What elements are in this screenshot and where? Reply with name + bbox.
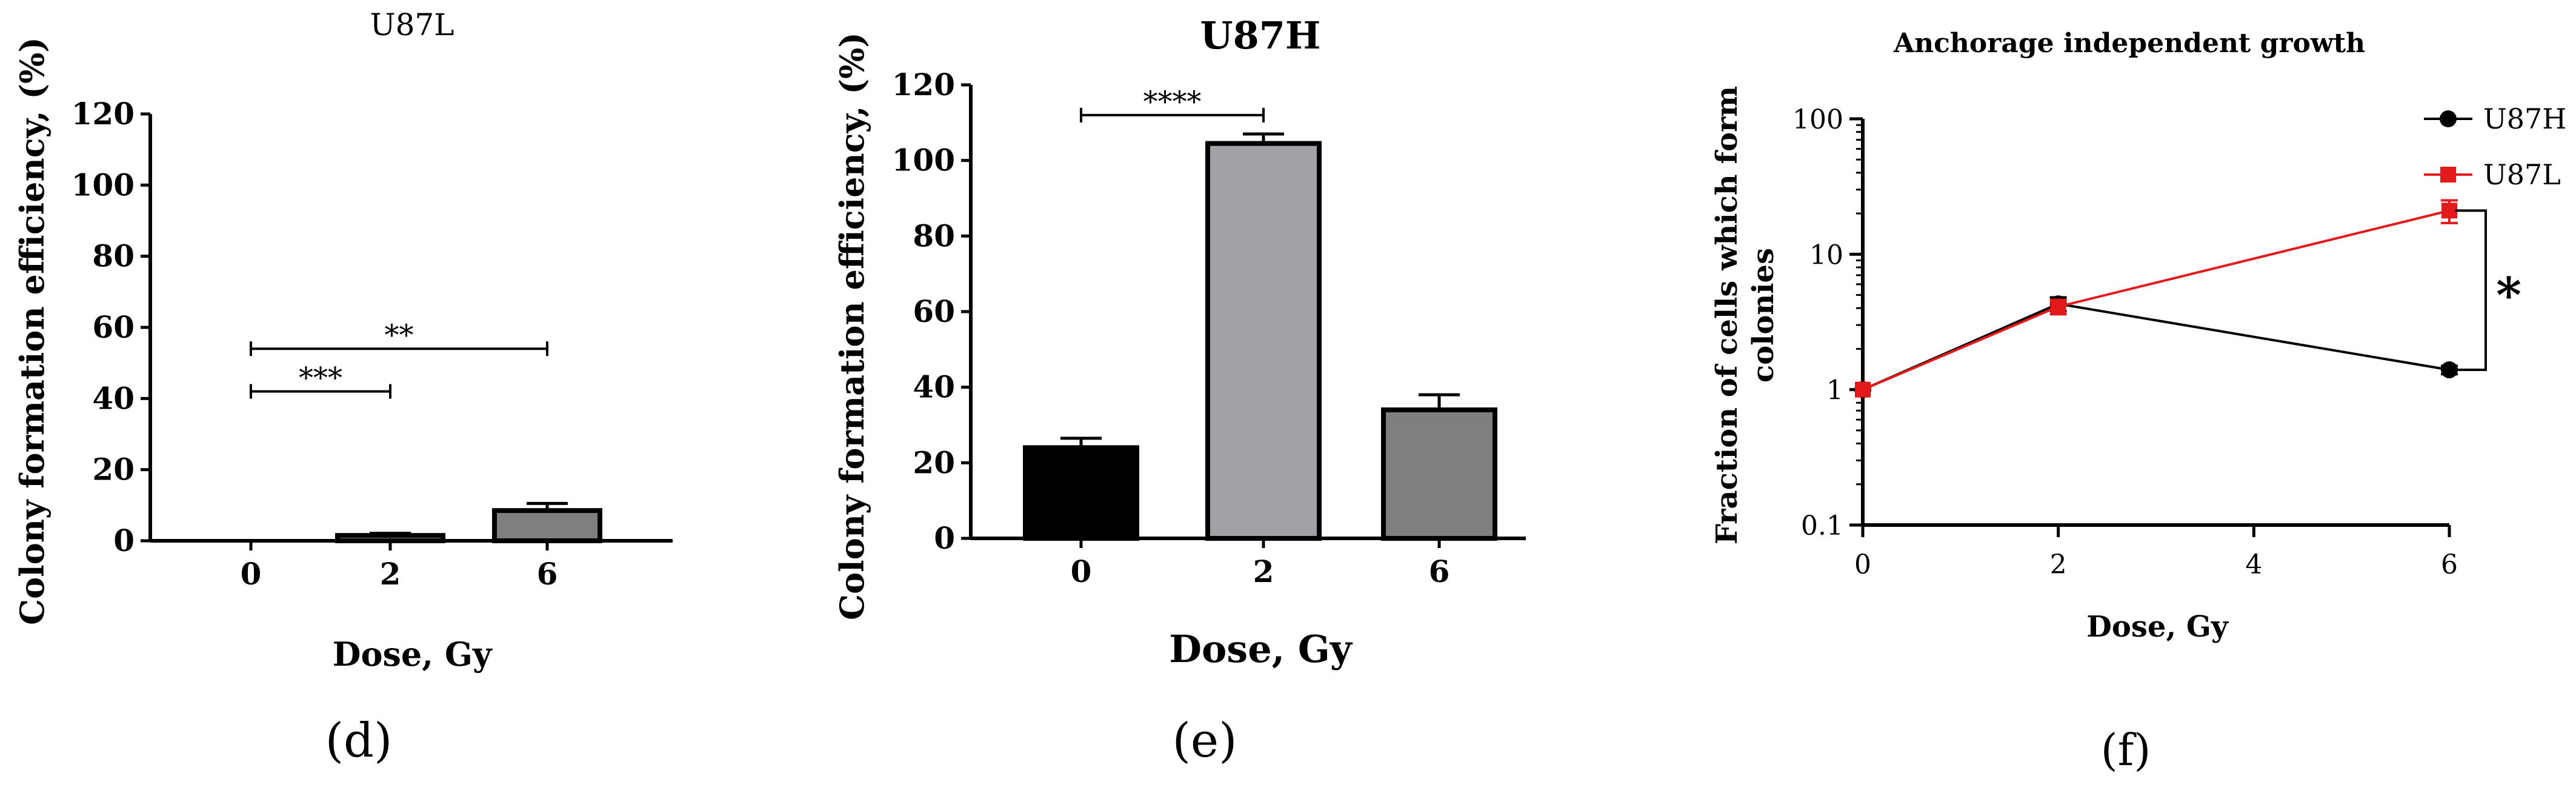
panel-f-line-U87L (1862, 209, 2450, 391)
panel-f-axes: 0.1 1 10 100 0 2 4 6 (1792, 104, 2458, 580)
panel-f-significance: * (2455, 209, 2521, 372)
panel-e-y-tick-label: 0 (934, 520, 955, 556)
panel-f-series (1854, 199, 2458, 398)
panel-d-y-tick-label: 100 (72, 167, 135, 202)
panel-f-legend-label-U87L: U87L (2483, 158, 2561, 191)
panel-f-point-U87L (1855, 381, 1871, 398)
panel-f-legend-label-U87H: U87H (2483, 102, 2566, 135)
panel-d-y-tick-label: 60 (92, 309, 135, 345)
panel-f-ylabel: Fraction of cells which form colonies (1710, 86, 1780, 544)
panel-f-x-tick-label: 4 (2245, 549, 2262, 580)
panel-d-sig-label-0: *** (299, 361, 342, 395)
panel-d-y-tick-label: 20 (92, 452, 135, 487)
panel-f-sig-bracket-0 (2455, 209, 2487, 372)
panel-e-error-bars (1060, 132, 1460, 448)
panel-d-error-bars (370, 501, 568, 536)
panel-d-significance: ***** (250, 318, 548, 399)
panel-e-ylabel: Colony formation efficiency, (%) (833, 32, 871, 620)
panel-e-y-tick-label: 80 (913, 218, 955, 253)
panel-e-bar-6 (1381, 407, 1497, 541)
panel-e-bars (1023, 141, 1497, 541)
panel-e-y-tick-label: 100 (892, 142, 955, 178)
panel-f-legend-marker-U87L (2440, 167, 2456, 182)
panel-f-y-tick-label: 10 (1809, 239, 1843, 270)
panel-d-ylabel: Colony formation efficiency, (%) (13, 37, 52, 625)
panel-f-xlabel: Dose, Gy (2086, 610, 2229, 644)
panel-d-chart: U87L Colony formation efficiency, (%) Do… (13, 7, 673, 768)
panel-d-title: U87L (370, 7, 454, 42)
panel-f-sig-label-0: * (2496, 267, 2521, 324)
panel-f-chart: Anchorage independent growth Fraction of… (1710, 28, 2566, 775)
panel-e-bar-2 (1205, 141, 1322, 541)
panel-f-y-tick-label: 0.1 (1801, 510, 1843, 541)
panel-e-y-tick-label: 40 (913, 369, 955, 405)
panel-f-line-U87H (1862, 303, 2450, 391)
panel-f-y-tick-label: 100 (1792, 104, 1843, 135)
panel-e-significance: **** (1080, 85, 1265, 122)
panel-f-legend-marker-U87H (2440, 110, 2457, 127)
panel-d-x-tick-label: 0 (241, 556, 262, 592)
panel-e-sig-label-0: **** (1143, 85, 1202, 119)
panel-e-y-tick-label: 60 (913, 293, 955, 329)
panel-d-sig-label-1: ** (385, 318, 414, 352)
panel-d-bar-6 (492, 508, 602, 544)
panel-f-y-tick-label: 1 (1826, 375, 1843, 406)
panel-f-ylabel-line1: Fraction of cells which form (1710, 86, 1744, 544)
panel-f-x-tick-label: 6 (2441, 549, 2458, 580)
panel-label-e: (e) (1172, 714, 1237, 768)
panel-d-y-tick-label: 40 (92, 380, 135, 416)
panel-d-x-tick-label: 2 (380, 556, 401, 592)
panel-e-y-tick-label: 120 (892, 67, 955, 102)
panel-f-title: Anchorage independent growth (1893, 28, 2365, 59)
panel-e-axes: 0 20 40 60 80 100 120 0 2 6 (892, 67, 1526, 589)
panel-e-x-tick-label: 0 (1071, 554, 1092, 589)
panel-e-x-tick-label: 2 (1253, 554, 1274, 589)
panel-f-x-tick-label: 0 (1854, 549, 1871, 580)
panel-f-legend: U87H U87L (2424, 102, 2566, 191)
panel-d-xlabel: Dose, Gy (333, 635, 493, 674)
panel-f-point-U87H (2441, 361, 2458, 379)
panel-d-y-tick-label: 0 (113, 523, 135, 558)
panel-e-x-tick-label: 6 (1429, 554, 1450, 589)
panel-d-bars (335, 508, 602, 544)
panel-e-title: U87H (1200, 13, 1321, 58)
panel-e-chart: U87H Colony formation efficiency, (%) Do… (833, 13, 1526, 768)
panel-label-d: (d) (325, 714, 393, 768)
panel-d-y-tick-label: 80 (92, 238, 135, 274)
panel-f-x-tick-label: 2 (2050, 549, 2067, 580)
panel-e-bar-0 (1023, 445, 1139, 541)
panel-e-y-tick-label: 20 (913, 444, 955, 480)
panel-label-f: (f) (2101, 724, 2151, 775)
panel-d-axes: 0 20 40 60 80 100 120 0 2 6 (72, 96, 673, 592)
panel-f-point-U87L (2050, 298, 2066, 315)
panel-d-y-tick-label: 120 (72, 96, 135, 132)
panel-f-point-U87L (2441, 202, 2457, 219)
panel-f-ylabel-line2: colonies (1746, 248, 1780, 383)
panel-e-xlabel: Dose, Gy (1169, 627, 1353, 671)
panel-d-x-tick-label: 6 (537, 556, 558, 592)
